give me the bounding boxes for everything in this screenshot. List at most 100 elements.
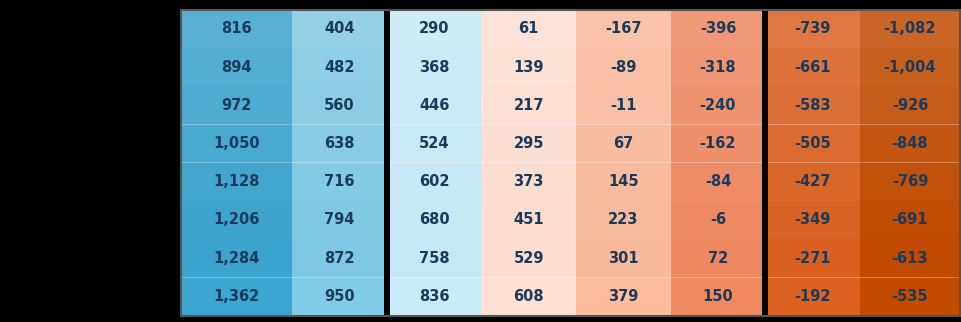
Text: 61: 61 [518, 21, 538, 36]
Text: 560: 560 [324, 98, 355, 113]
Text: -505: -505 [794, 136, 830, 151]
Text: 1,362: 1,362 [213, 289, 259, 304]
Bar [859, 201, 959, 239]
Text: -6: -6 [709, 213, 726, 227]
Text: -1,004: -1,004 [883, 60, 935, 74]
Text: -535: -535 [891, 289, 927, 304]
Bar [386, 201, 480, 239]
Text: -848: -848 [891, 136, 927, 151]
Text: 150: 150 [702, 289, 732, 304]
Text: 716: 716 [324, 174, 355, 189]
Bar [386, 239, 480, 277]
Bar [670, 10, 764, 48]
Bar [181, 48, 292, 86]
Text: 404: 404 [324, 21, 355, 36]
Text: -162: -162 [699, 136, 735, 151]
Text: 290: 290 [418, 21, 449, 36]
Bar [859, 239, 959, 277]
Text: 446: 446 [418, 98, 449, 113]
Bar [181, 201, 292, 239]
Text: 139: 139 [513, 60, 543, 74]
Bar [292, 86, 386, 124]
Bar [670, 86, 764, 124]
Bar [292, 124, 386, 163]
Bar [576, 277, 670, 316]
Text: -661: -661 [794, 60, 830, 74]
Bar [292, 201, 386, 239]
Bar [181, 277, 292, 316]
Bar [859, 163, 959, 201]
Text: -691: -691 [891, 213, 927, 227]
Bar [576, 124, 670, 163]
Text: 482: 482 [324, 60, 355, 74]
Text: -318: -318 [699, 60, 735, 74]
Bar [576, 163, 670, 201]
Text: 373: 373 [513, 174, 543, 189]
Bar [181, 277, 959, 278]
Bar [386, 163, 480, 201]
Bar [764, 86, 859, 124]
Bar [764, 48, 859, 86]
Bar [181, 162, 959, 163]
Text: 758: 758 [418, 251, 449, 266]
Bar [764, 10, 859, 48]
Text: 1,284: 1,284 [213, 251, 259, 266]
Text: 872: 872 [324, 251, 355, 266]
Text: 295: 295 [513, 136, 543, 151]
Bar [386, 124, 480, 163]
Text: 602: 602 [418, 174, 449, 189]
Bar [859, 86, 959, 124]
Bar [764, 163, 859, 201]
Bar [181, 163, 292, 201]
Bar [181, 10, 292, 48]
Bar [670, 48, 764, 86]
Bar [670, 124, 764, 163]
Text: -89: -89 [609, 60, 636, 74]
Text: -396: -396 [699, 21, 735, 36]
Bar [480, 201, 576, 239]
Bar [181, 124, 292, 163]
Text: -769: -769 [891, 174, 927, 189]
Bar [859, 10, 959, 48]
Text: 836: 836 [418, 289, 449, 304]
Bar [386, 48, 480, 86]
Bar [764, 124, 859, 163]
Text: 67: 67 [612, 136, 632, 151]
Bar [480, 124, 576, 163]
Text: -349: -349 [794, 213, 830, 227]
Bar [181, 10, 959, 316]
Bar [576, 10, 670, 48]
Text: 451: 451 [513, 213, 544, 227]
Bar [181, 86, 292, 124]
Bar [576, 48, 670, 86]
Bar [386, 277, 480, 316]
Text: -613: -613 [891, 251, 927, 266]
Bar [670, 163, 764, 201]
Text: 816: 816 [221, 21, 252, 36]
Bar [181, 124, 959, 125]
Text: -192: -192 [794, 289, 830, 304]
Bar [480, 239, 576, 277]
Text: 217: 217 [513, 98, 543, 113]
Text: 1,206: 1,206 [213, 213, 259, 227]
Bar [181, 315, 959, 316]
Bar [859, 124, 959, 163]
Text: -1,082: -1,082 [883, 21, 935, 36]
Bar [292, 277, 386, 316]
Text: 379: 379 [607, 289, 638, 304]
Bar [480, 277, 576, 316]
Bar [670, 239, 764, 277]
Bar [764, 277, 859, 316]
Bar [292, 10, 386, 48]
Bar [576, 201, 670, 239]
Text: 368: 368 [418, 60, 449, 74]
Text: -271: -271 [794, 251, 830, 266]
Bar [670, 277, 764, 316]
Text: 72: 72 [707, 251, 727, 266]
Bar [480, 10, 576, 48]
Text: -739: -739 [794, 21, 830, 36]
Bar [480, 48, 576, 86]
Text: 301: 301 [607, 251, 638, 266]
Bar [576, 86, 670, 124]
Bar [292, 163, 386, 201]
